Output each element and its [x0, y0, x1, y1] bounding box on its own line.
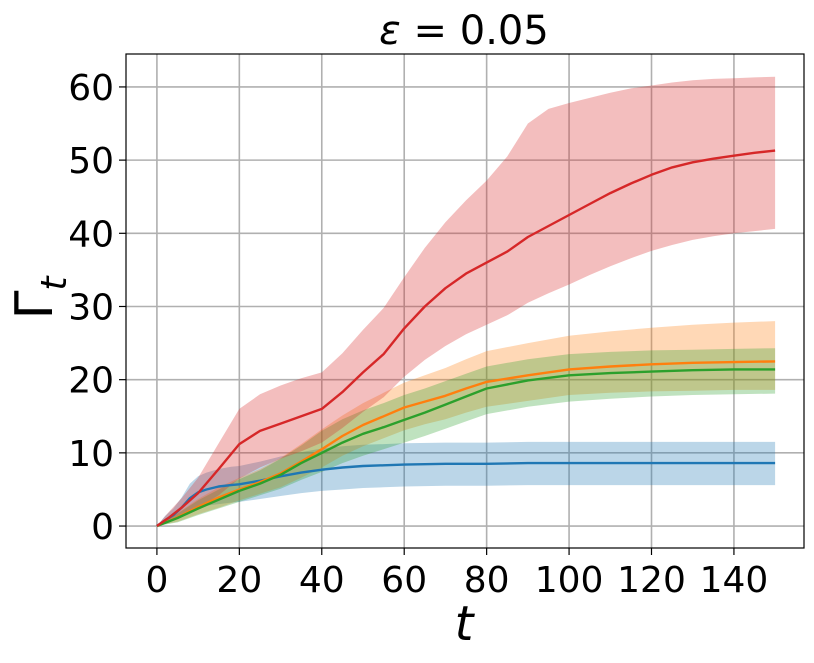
x-tick-label: 40 [299, 560, 345, 601]
x-tick-label: 20 [216, 560, 262, 601]
series-lines [156, 149, 776, 528]
x-tick-label: 0 [145, 560, 168, 601]
series-line-0 [156, 461, 776, 527]
y-axis-label: Γt [5, 275, 75, 320]
series-line-3 [156, 149, 776, 527]
y-tick-label: 10 [68, 434, 114, 475]
y-tick-label: 0 [91, 507, 114, 548]
y-tick-label: 40 [68, 214, 114, 255]
x-tick-label: 140 [700, 560, 769, 601]
grid [126, 54, 804, 548]
x-tick-label: 80 [464, 560, 510, 601]
x-tick-label: 100 [535, 560, 604, 601]
confidence-band-2 [156, 348, 776, 526]
series-line-2 [156, 368, 776, 528]
plot-frame [125, 53, 805, 549]
y-axis-ticks: 0 10 20 30 40 50 60 [68, 68, 126, 548]
x-axis-ticks: 0 20 40 60 80 100 120 140 [145, 548, 768, 601]
chart-title: ε = 0.05 [379, 8, 549, 54]
y-tick-label: 30 [68, 287, 114, 328]
y-tick-label: 20 [68, 361, 114, 402]
x-tick-label: 120 [617, 560, 686, 601]
x-axis-label: t [455, 596, 476, 652]
y-tick-label: 60 [68, 68, 114, 109]
y-tick-label: 50 [68, 141, 114, 182]
x-tick-label: 60 [381, 560, 427, 601]
series-line-1 [156, 360, 776, 528]
